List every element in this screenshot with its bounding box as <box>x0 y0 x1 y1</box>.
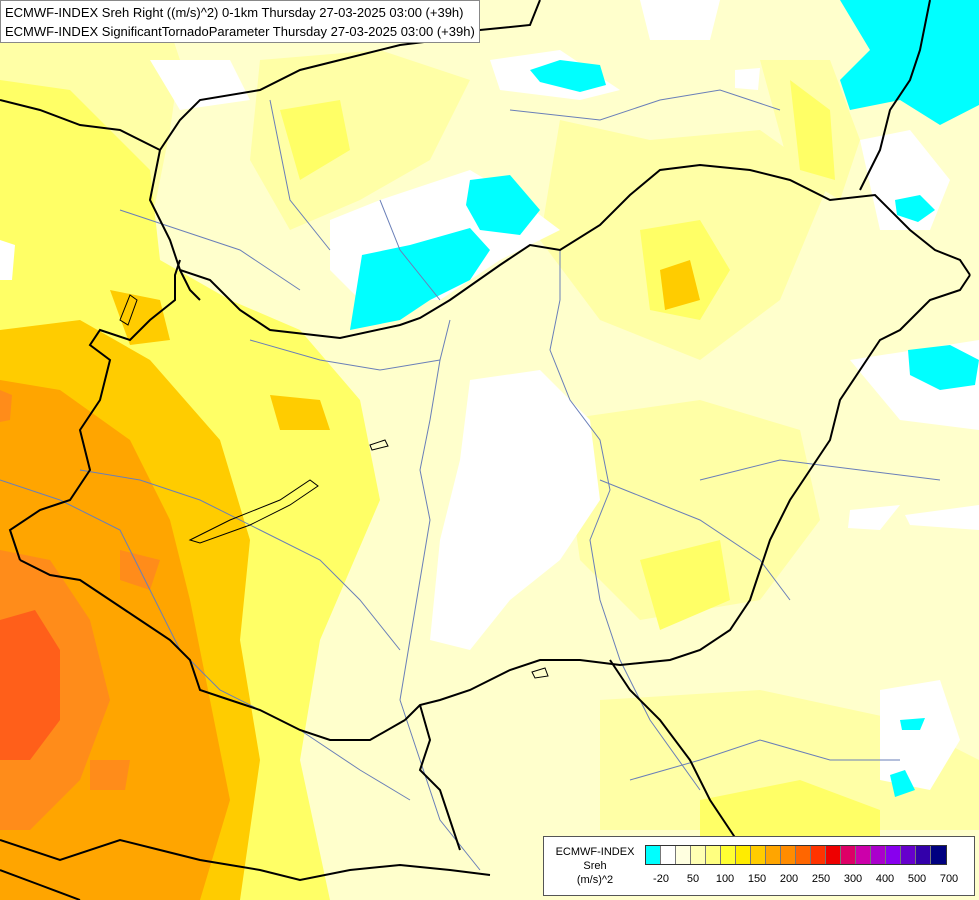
legend-tick-label: 250 <box>811 873 831 885</box>
legend-tick-label: 100 <box>715 873 735 885</box>
legend-swatch <box>646 846 661 864</box>
red-orange-fields <box>0 610 60 760</box>
legend-swatch <box>751 846 766 864</box>
legend-swatch <box>721 846 736 864</box>
legend-tick-label: 300 <box>843 873 863 885</box>
legend-unit: (m/s)^2 <box>576 874 614 886</box>
legend-tick-label: 150 <box>747 873 767 885</box>
legend-tick-label: 500 <box>907 873 927 885</box>
legend-swatch <box>736 846 751 864</box>
legend-swatch <box>796 846 811 864</box>
lakes <box>119 294 549 679</box>
legend-tick-label: -20 <box>653 873 669 885</box>
legend-tick-label: 200 <box>779 873 799 885</box>
legend-ticks: -20 50 100 150 200 250 300 400 500 700 <box>645 873 965 887</box>
legend-swatch <box>811 846 826 864</box>
color-legend: ECMWF-INDEX Sreh (m/s)^2 -20 50 100 150 200 2… <box>543 836 975 896</box>
title-line-sreh: ECMWF-INDEX Sreh Right ((m/s)^2) 0-1km T… <box>5 5 464 20</box>
legend-swatch <box>856 846 871 864</box>
legend-swatch <box>826 846 841 864</box>
legend-swatch <box>781 846 796 864</box>
legend-tick-label: 700 <box>939 873 959 885</box>
legend-swatch <box>931 846 946 864</box>
legend-swatch <box>691 846 706 864</box>
legend-source: ECMWF-INDEX <box>555 846 635 858</box>
legend-swatch <box>871 846 886 864</box>
legend-swatches <box>645 845 947 865</box>
legend-swatch <box>706 846 721 864</box>
title-line-stp: ECMWF-INDEX SignificantTornadoParameter … <box>5 24 475 39</box>
cyan-fields <box>350 0 979 797</box>
legend-swatch <box>766 846 781 864</box>
legend-swatch <box>676 846 691 864</box>
legend-swatch <box>901 846 916 864</box>
map-title-box: ECMWF-INDEX Sreh Right ((m/s)^2) 0-1km T… <box>0 0 480 43</box>
legend-swatch <box>916 846 931 864</box>
legend-swatch <box>841 846 856 864</box>
legend-tick-label: 50 <box>686 873 700 885</box>
legend-tick-label: 400 <box>875 873 895 885</box>
legend-swatch <box>661 846 676 864</box>
legend-param: Sreh <box>583 860 607 872</box>
legend-swatch <box>886 846 901 864</box>
